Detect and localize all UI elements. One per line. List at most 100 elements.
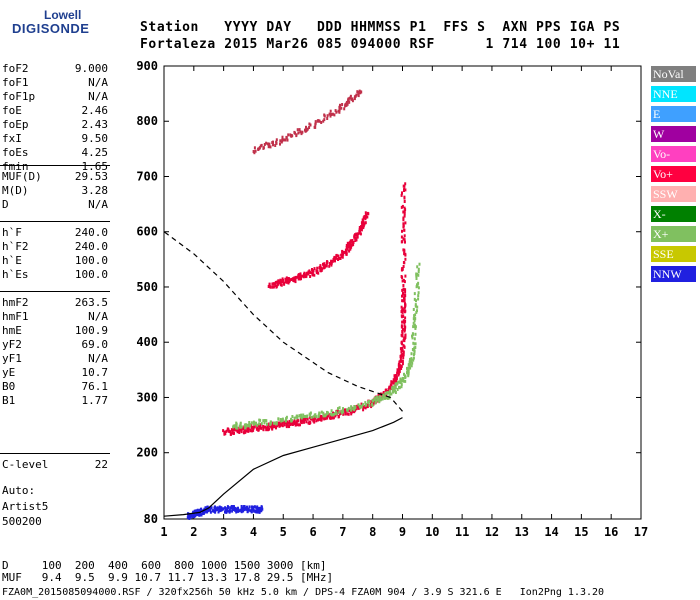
trace-point xyxy=(299,423,301,427)
trace-point xyxy=(335,256,338,260)
trace-point xyxy=(220,506,223,510)
trace-point xyxy=(252,150,255,153)
param-row: foF2 9.000 xyxy=(2,62,108,76)
trace-point xyxy=(253,505,256,509)
trace-point xyxy=(402,288,405,292)
trace-point xyxy=(402,353,405,357)
trace-point xyxy=(295,134,298,138)
trace-point xyxy=(253,425,256,429)
legend-item-nnw: NNW xyxy=(651,266,696,282)
trace-point xyxy=(293,416,296,420)
trace-point xyxy=(239,422,242,426)
trace-point xyxy=(401,349,404,353)
trace-point xyxy=(283,282,286,286)
trace-point xyxy=(319,264,322,268)
trace-point xyxy=(263,143,266,146)
trace-point xyxy=(244,429,246,433)
trace-point xyxy=(414,303,417,307)
param-value: 1.65 xyxy=(81,160,109,173)
trace-point xyxy=(273,425,275,429)
trace-point xyxy=(402,216,405,220)
trace-point xyxy=(273,421,276,425)
trace-point xyxy=(214,507,217,511)
param-key: foE xyxy=(2,104,22,117)
trace-point xyxy=(338,110,341,114)
trace-point xyxy=(349,94,352,98)
x-tick-label: 2 xyxy=(190,525,197,539)
trace-point xyxy=(227,506,230,509)
trace-point xyxy=(312,415,315,419)
trace-point xyxy=(418,262,421,266)
trace-point xyxy=(415,299,417,303)
trace-point xyxy=(338,105,341,109)
trace-point xyxy=(355,93,358,97)
trace-point xyxy=(417,294,420,298)
trace-point xyxy=(303,273,305,276)
trace-point xyxy=(385,396,388,400)
trace-point xyxy=(345,100,348,104)
trace-point xyxy=(197,512,200,516)
legend-item-nne: NNE xyxy=(651,86,696,102)
trace-point xyxy=(401,191,403,195)
trace-point xyxy=(357,403,360,407)
trace-point xyxy=(400,385,403,389)
trace-point xyxy=(364,221,367,225)
param-value: N/A xyxy=(88,76,108,89)
trace-point xyxy=(297,273,300,277)
trace-point xyxy=(229,506,232,510)
trace-point xyxy=(315,419,318,423)
trace-point xyxy=(302,415,305,419)
trace-point xyxy=(415,310,418,314)
trace-point xyxy=(279,139,282,143)
muf-row: MUF 9.4 9.5 9.9 10.7 11.7 13.3 17.8 29.5… xyxy=(2,571,334,584)
trace-point xyxy=(403,184,406,188)
trace-point xyxy=(226,507,229,511)
trace-point xyxy=(402,222,405,226)
trace-point xyxy=(362,408,365,412)
trace-point xyxy=(330,113,333,116)
trace-point xyxy=(348,245,351,249)
trace-point xyxy=(330,259,333,263)
trace-point xyxy=(348,100,351,104)
trace-point xyxy=(304,414,307,418)
trace-point xyxy=(366,405,369,409)
trace-point xyxy=(250,421,253,425)
param-key: MUF(D) xyxy=(2,170,42,183)
trace-point xyxy=(309,275,312,278)
trace-point xyxy=(404,252,407,256)
trace-point xyxy=(259,426,261,430)
trace-point xyxy=(356,232,359,236)
trace-point xyxy=(302,417,305,421)
trace-point xyxy=(402,319,405,323)
param-value: N/A xyxy=(88,310,108,323)
trace-point xyxy=(397,362,400,366)
trace-point xyxy=(412,317,415,321)
trace-point xyxy=(275,426,277,430)
trace-point xyxy=(404,294,407,298)
trace-point xyxy=(404,288,407,292)
panel-separator xyxy=(0,221,110,222)
trace-point xyxy=(193,510,196,514)
trace-point xyxy=(247,427,250,431)
trace-point xyxy=(364,211,367,215)
param-value: 4.25 xyxy=(81,146,109,159)
trace-point xyxy=(233,431,235,435)
trace-point xyxy=(324,413,327,417)
trace-point xyxy=(353,97,356,101)
trace-point xyxy=(212,509,215,513)
param-key: hmF1 xyxy=(2,310,29,323)
trace-point xyxy=(262,425,265,429)
trace-point xyxy=(290,418,293,422)
trace-point xyxy=(288,425,291,428)
trace-point xyxy=(235,421,238,425)
trace-point xyxy=(294,423,297,427)
trace-point xyxy=(329,109,332,113)
trace-point xyxy=(290,278,293,281)
trace-point xyxy=(247,423,250,427)
trace-point xyxy=(226,427,229,431)
trace-point xyxy=(362,403,364,407)
trace-point xyxy=(341,103,344,106)
trace-point xyxy=(330,413,333,417)
trace-point xyxy=(272,285,275,289)
trace-point xyxy=(320,266,323,270)
